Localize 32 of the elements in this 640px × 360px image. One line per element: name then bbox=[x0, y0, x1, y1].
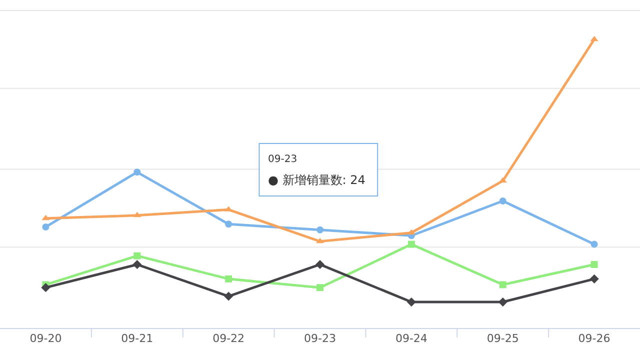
point bbox=[224, 292, 234, 301]
point bbox=[408, 240, 415, 248]
point bbox=[315, 260, 325, 270]
point bbox=[498, 297, 508, 307]
point bbox=[132, 260, 142, 270]
x-tick-label: 09-20 bbox=[30, 332, 62, 346]
point bbox=[133, 212, 142, 218]
point bbox=[41, 283, 50, 292]
x-tick-label: 09-26 bbox=[578, 332, 610, 346]
point bbox=[134, 252, 141, 260]
point bbox=[316, 284, 324, 292]
point bbox=[134, 168, 141, 176]
x-tick-label: 09-24 bbox=[395, 332, 428, 346]
x-tick-label: 09-25 bbox=[486, 332, 519, 346]
point bbox=[590, 36, 598, 42]
x-tick-label: 09-23 bbox=[304, 332, 336, 346]
x-tick-label: 09-21 bbox=[121, 332, 154, 346]
point bbox=[316, 226, 324, 234]
point bbox=[590, 240, 598, 248]
point bbox=[499, 281, 506, 288]
point bbox=[42, 223, 50, 230]
point bbox=[590, 274, 599, 284]
point bbox=[225, 275, 232, 282]
point bbox=[590, 261, 598, 268]
x-tick-label: 09-22 bbox=[212, 332, 245, 346]
point bbox=[498, 177, 507, 183]
point bbox=[42, 214, 50, 220]
point bbox=[499, 198, 506, 204]
annotation: ● 新增销量数: 24 bbox=[268, 173, 366, 187]
point bbox=[406, 297, 416, 307]
point bbox=[225, 220, 232, 228]
annotation: 09-23 bbox=[268, 154, 298, 165]
